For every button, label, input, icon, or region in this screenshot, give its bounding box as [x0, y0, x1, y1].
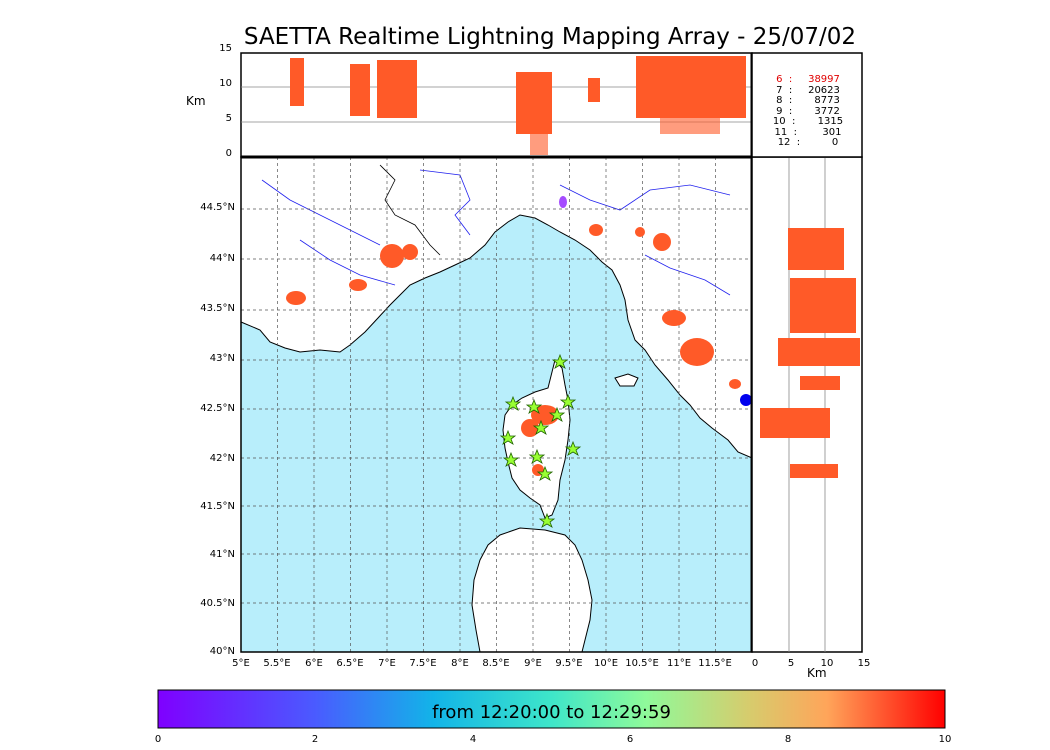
- right-km-unit: Km: [807, 666, 827, 680]
- colorbar-tick: 8: [784, 734, 792, 745]
- alt-tick-15: 15: [219, 43, 232, 54]
- colorbar-tick: 6: [626, 734, 634, 745]
- right-km-tick: 5: [787, 658, 795, 669]
- lon-tick: 5°E: [232, 658, 250, 669]
- elba-island: [614, 373, 639, 387]
- right-km-tick: 0: [751, 658, 759, 669]
- lat-tick: 43°N: [209, 353, 235, 364]
- altitude-longitude-panel: [240, 52, 862, 652]
- lon-tick: 5.5°E: [263, 658, 291, 669]
- alt-tick-0: 0: [225, 148, 232, 159]
- count-row: 9 : 3772: [776, 105, 840, 117]
- station-markers: [499, 353, 582, 528]
- lon-tick: 9.5°E: [555, 658, 583, 669]
- lon-tick: 11.5°E: [698, 658, 732, 669]
- alt-tick-5: 5: [225, 113, 232, 124]
- right-km-tick: 10: [820, 658, 834, 669]
- right-km-tick: 15: [857, 658, 871, 669]
- lon-tick: 10.5°E: [625, 658, 659, 669]
- colorbar-tick: 4: [469, 734, 477, 745]
- lightning-clusters-map: [286, 196, 752, 476]
- lat-tick: 42°N: [209, 453, 235, 464]
- sardinia-island: [471, 527, 593, 653]
- colorbar-tick: 10: [938, 734, 952, 745]
- lat-tick: 41°N: [209, 549, 235, 560]
- colorbar: [157, 689, 946, 729]
- lon-tick: 8°E: [451, 658, 469, 669]
- mainland-landmass: [240, 156, 753, 459]
- altitude-latitude-panel: [751, 156, 863, 653]
- lat-tick: 41.5°N: [200, 501, 235, 512]
- counts-list: 6 : 38997 7 : 20623 8 : 8773 9 : 3772 10…: [760, 74, 856, 149]
- lon-tick: 9°E: [524, 658, 542, 669]
- lat-tick: 44.5°N: [200, 202, 235, 213]
- lon-tick: 6.5°E: [336, 658, 364, 669]
- lon-tick: 10°E: [593, 658, 619, 669]
- count-row: 12 : 0: [777, 137, 839, 148]
- alt-axis-unit: Km: [186, 94, 206, 108]
- map-panel: [240, 156, 753, 653]
- lat-tick: 44°N: [209, 253, 235, 264]
- lon-tick: 7.5°E: [409, 658, 437, 669]
- count-row: 11 : 301: [774, 126, 842, 138]
- count-row: 8 : 8773: [776, 95, 840, 106]
- colorbar-tick: 0: [154, 734, 162, 745]
- lon-tick: 6°E: [305, 658, 323, 669]
- lon-tick: 7°E: [378, 658, 396, 669]
- chart-title: SAETTA Realtime Lightning Mapping Array …: [243, 24, 857, 50]
- count-row: 6 : 38997: [776, 74, 840, 85]
- lat-tick: 40°N: [209, 646, 235, 657]
- colorbar-tick: 2: [311, 734, 319, 745]
- count-row: 7 : 20623: [776, 84, 840, 96]
- colorbar-label: from 12:20:00 to 12:29:59: [432, 702, 671, 723]
- lat-tick: 43.5°N: [200, 303, 235, 314]
- lat-tick: 42.5°N: [200, 403, 235, 414]
- lat-tick: 40.5°N: [200, 598, 235, 609]
- count-row: 10 : 1315: [772, 116, 844, 127]
- alt-tick-10: 10: [219, 78, 232, 89]
- lon-tick: 8.5°E: [482, 658, 510, 669]
- lon-tick: 11°E: [666, 658, 692, 669]
